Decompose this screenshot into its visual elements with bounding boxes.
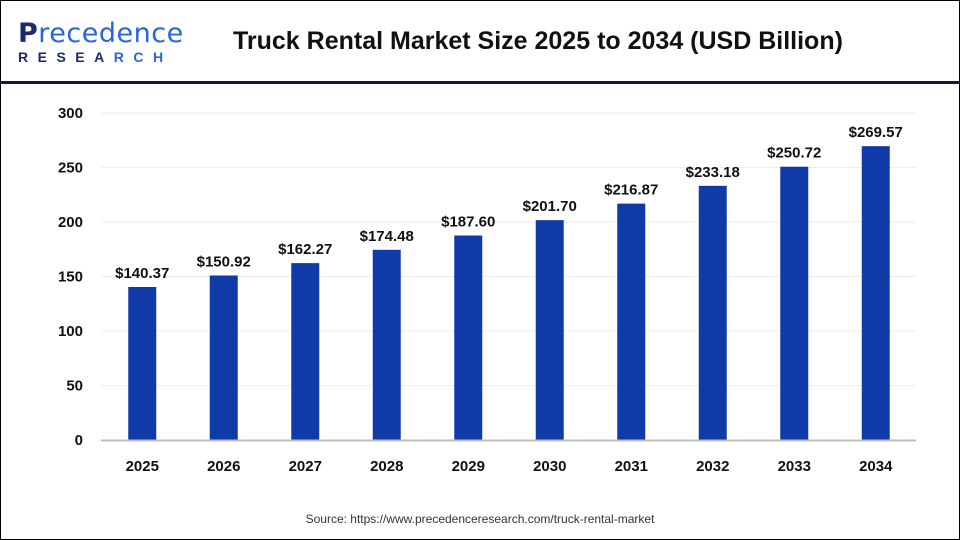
data-label: $140.37: [115, 265, 169, 282]
chart-title: Truck Rental Market Size 2025 to 2034 (U…: [233, 27, 843, 55]
y-tick-label: 0: [75, 432, 83, 449]
data-label: $269.57: [849, 124, 903, 141]
bar: [128, 286, 157, 440]
x-tick-label: 2026: [207, 458, 240, 475]
y-tick-label: 200: [58, 214, 83, 231]
data-label: $150.92: [197, 253, 251, 270]
x-tick-label: 2031: [615, 458, 648, 475]
header-divider: [1, 81, 959, 84]
bar: [372, 249, 401, 440]
bar: [780, 166, 809, 440]
data-label: $233.18: [686, 164, 740, 181]
bar: [617, 203, 646, 440]
x-tick-label: 2025: [126, 458, 159, 475]
data-label: $201.70: [523, 198, 577, 215]
data-label: $187.60: [441, 214, 495, 231]
bar: [861, 146, 890, 440]
source-text: Source: https://www.precedenceresearch.c…: [305, 512, 655, 526]
bar: [698, 185, 727, 440]
bar: [535, 220, 564, 440]
x-tick-label: 2033: [778, 458, 811, 475]
y-tick-label: 100: [58, 323, 83, 340]
x-tick-label: 2029: [452, 458, 485, 475]
x-tick-label: 2030: [533, 458, 566, 475]
bar: [454, 235, 483, 440]
data-label: $162.27: [278, 241, 332, 258]
x-tick-label: 2028: [370, 458, 403, 475]
x-tick-label: 2034: [859, 458, 893, 475]
y-tick-label: 300: [58, 105, 83, 122]
bar: [209, 275, 238, 440]
y-tick-label: 50: [66, 378, 83, 395]
precedence-research-logo: Precedence RESEARCH: [18, 18, 184, 65]
x-tick-label: 2027: [289, 458, 322, 475]
x-tick-label: 2032: [696, 458, 729, 475]
data-label: $174.48: [360, 228, 414, 245]
y-tick-label: 250: [58, 160, 83, 177]
data-label: $216.87: [604, 182, 658, 199]
data-label: $250.72: [767, 145, 821, 162]
y-tick-label: 150: [58, 269, 83, 286]
bar: [291, 263, 320, 440]
